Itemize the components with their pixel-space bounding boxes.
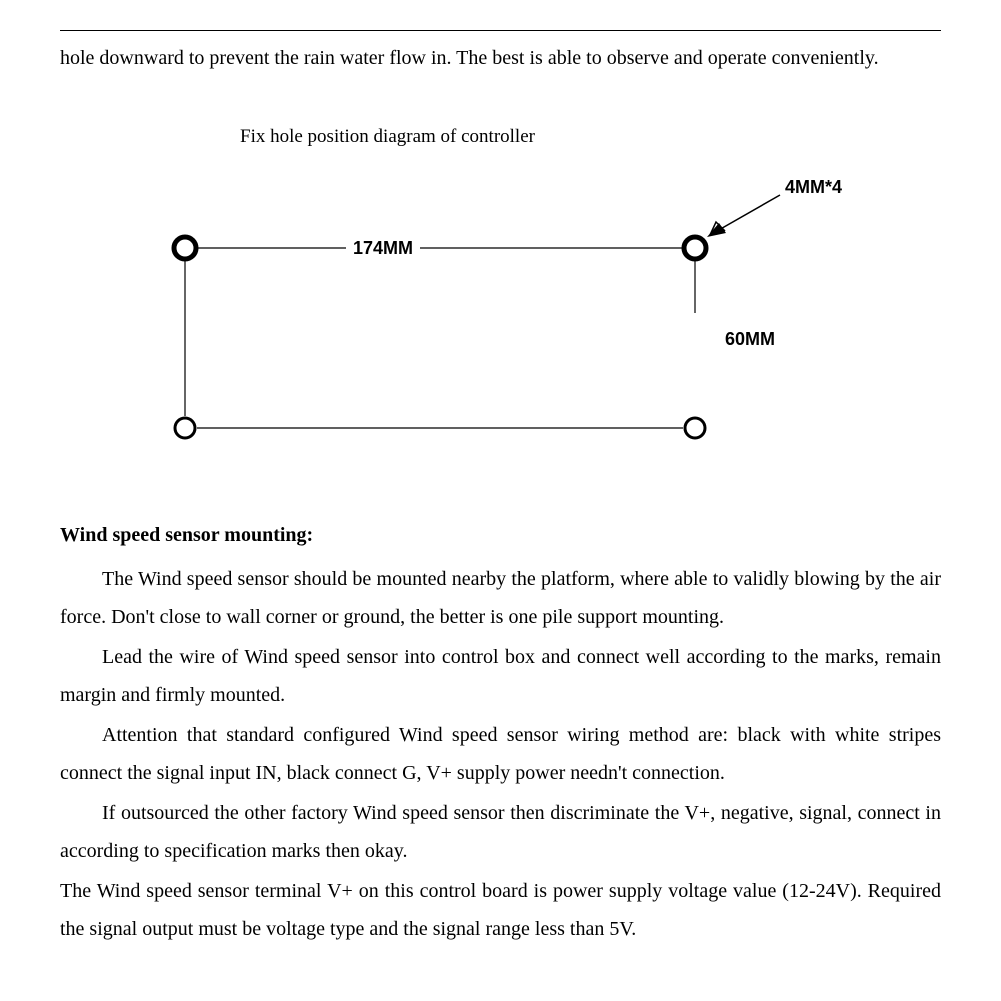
hole-top-right — [684, 237, 706, 259]
document-page: hole downward to prevent the rain water … — [0, 0, 1001, 980]
section-title: Wind speed sensor mounting: — [60, 516, 941, 554]
hole-position-diagram: 174MM 60MM 4MM*4 — [100, 173, 880, 476]
hole-label: 4MM*4 — [785, 177, 842, 197]
top-rule — [60, 30, 941, 31]
diagram-caption: Fix hole position diagram of controller — [240, 119, 941, 155]
intro-fragment: hole downward to prevent the rain water … — [60, 39, 941, 77]
diagram-svg: 174MM 60MM 4MM*4 — [100, 173, 880, 463]
paragraph-3: Attention that standard configured Wind … — [60, 716, 941, 792]
hole-bottom-right — [685, 418, 705, 438]
height-label: 60MM — [725, 329, 775, 349]
hole-bottom-left — [175, 418, 195, 438]
hole-top-left — [174, 237, 196, 259]
paragraph-4: If outsourced the other factory Wind spe… — [60, 794, 941, 870]
paragraph-5: The Wind speed sensor terminal V+ on thi… — [60, 872, 941, 948]
paragraph-2: Lead the wire of Wind speed sensor into … — [60, 638, 941, 714]
width-label: 174MM — [353, 238, 413, 258]
paragraph-1: The Wind speed sensor should be mounted … — [60, 560, 941, 636]
